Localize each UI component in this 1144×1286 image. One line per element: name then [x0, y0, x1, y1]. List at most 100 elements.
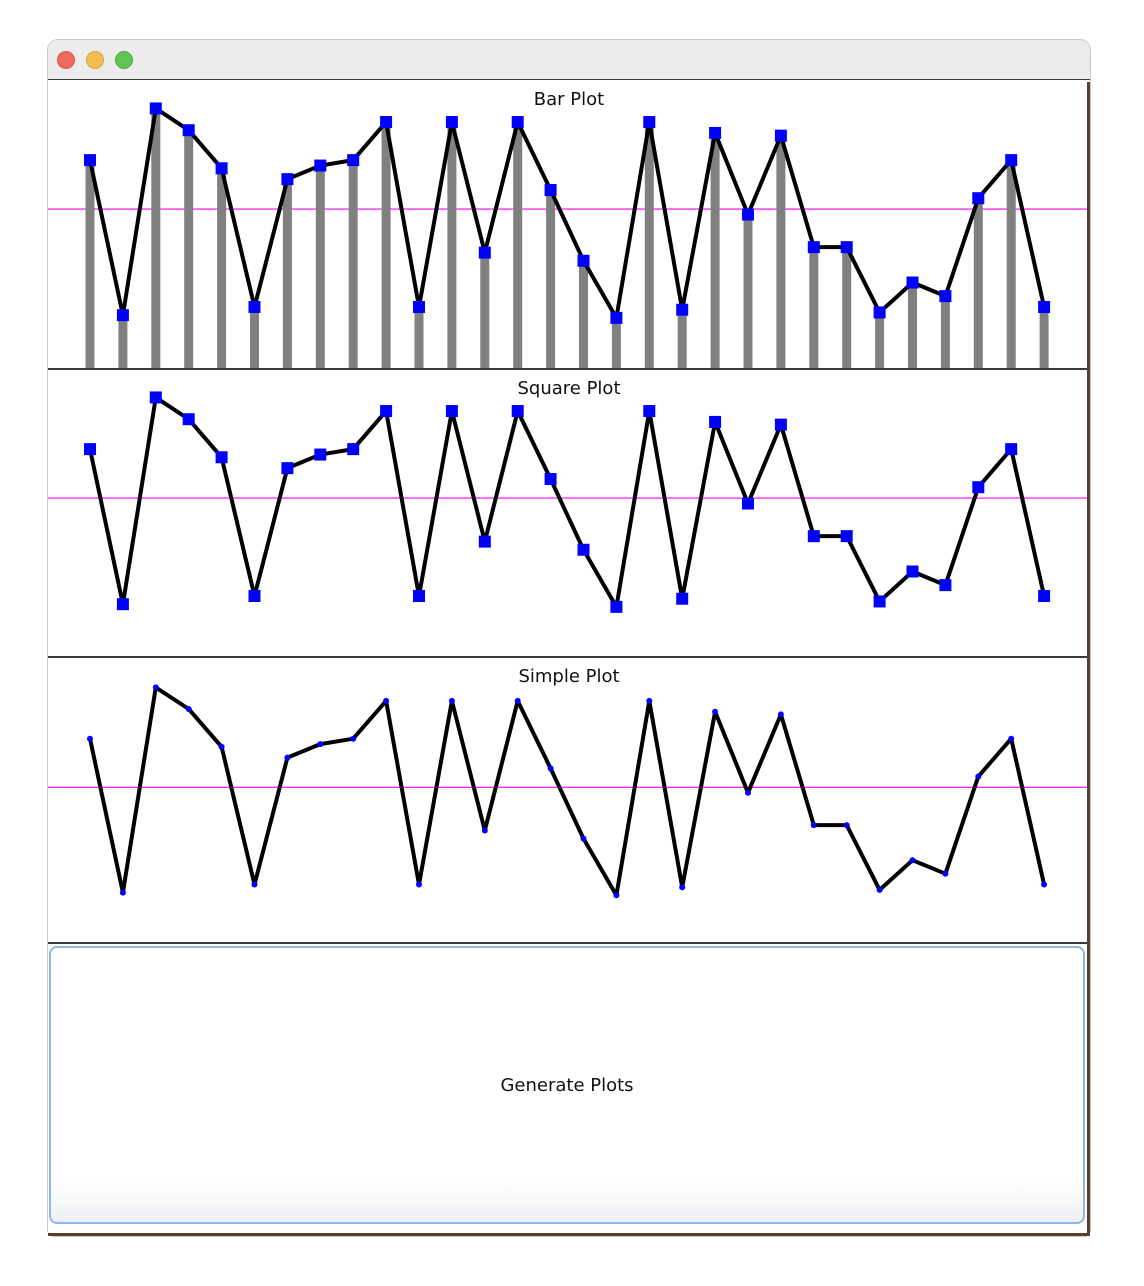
data-point-25 — [873, 306, 886, 319]
bar-10 — [381, 122, 391, 368]
data-point-18 — [646, 697, 653, 704]
data-point-20 — [712, 708, 719, 715]
data-point-21 — [742, 497, 754, 510]
data-point-11 — [413, 590, 425, 602]
data-point-27 — [939, 579, 952, 592]
window-shadow-right — [1087, 82, 1090, 1236]
data-point-25 — [876, 886, 883, 893]
data-point-6 — [251, 881, 258, 888]
bar-13 — [480, 252, 490, 368]
zoom-button[interactable] — [115, 51, 133, 69]
data-point-20 — [709, 415, 722, 428]
bar-5 — [217, 168, 227, 368]
data-point-27 — [939, 290, 952, 303]
bar-25 — [875, 312, 885, 368]
data-point-5 — [218, 743, 225, 750]
series-line — [88, 106, 1047, 320]
data-point-22 — [777, 711, 784, 718]
data-point-6 — [248, 301, 261, 313]
data-point-17 — [613, 892, 620, 899]
data-point-2 — [116, 309, 129, 322]
data-point-21 — [745, 789, 751, 796]
bar-24 — [842, 247, 852, 368]
data-point-9 — [347, 443, 360, 456]
data-point-5 — [215, 162, 228, 175]
data-point-24 — [843, 822, 850, 829]
title-bar[interactable] — [48, 40, 1090, 80]
data-point-27 — [942, 870, 949, 877]
close-button[interactable] — [57, 51, 75, 69]
data-point-4 — [182, 124, 195, 137]
data-point-5 — [215, 451, 228, 464]
data-point-9 — [347, 154, 360, 167]
bar-29 — [1006, 160, 1016, 368]
data-point-8 — [314, 159, 327, 172]
data-point-17 — [610, 311, 623, 324]
app-window: Bar Plot Square Plot Simple Plot Generat… — [48, 40, 1090, 1236]
data-point-24 — [840, 530, 853, 543]
bar-plot-canvas — [48, 102, 1090, 368]
bar-12 — [447, 122, 457, 368]
data-point-4 — [182, 413, 195, 426]
data-point-14 — [511, 405, 524, 418]
data-point-18 — [643, 405, 656, 418]
data-point-1 — [84, 154, 96, 167]
data-point-7 — [281, 462, 294, 475]
bar-23 — [809, 247, 819, 368]
data-point-6 — [248, 590, 261, 602]
data-point-19 — [676, 303, 689, 316]
bar-22 — [776, 135, 786, 368]
data-point-22 — [774, 129, 787, 142]
bar-21 — [743, 214, 753, 368]
data-point-25 — [873, 595, 886, 608]
bar-6 — [250, 307, 259, 368]
bar-plot-title: Bar Plot — [533, 89, 605, 110]
data-point-13 — [478, 535, 491, 548]
data-point-14 — [514, 697, 521, 704]
data-point-15 — [544, 184, 557, 197]
data-point-24 — [840, 241, 853, 254]
data-point-29 — [1005, 443, 1018, 456]
simple-plot-canvas — [48, 684, 1090, 899]
data-point-1 — [84, 443, 96, 456]
data-point-30 — [1038, 590, 1051, 602]
data-point-10 — [380, 405, 393, 418]
data-point-16 — [580, 835, 587, 842]
data-point-8 — [314, 448, 327, 461]
data-point-28 — [972, 192, 985, 205]
data-point-7 — [281, 173, 294, 186]
data-point-11 — [413, 301, 425, 313]
bar-1 — [85, 160, 95, 368]
simple-plot-panel: Simple Plot — [48, 658, 1090, 944]
data-point-12 — [445, 116, 458, 129]
data-point-30 — [1041, 881, 1048, 888]
bar-30 — [1039, 307, 1049, 368]
bar-20 — [710, 132, 720, 368]
data-point-2 — [116, 598, 129, 611]
data-point-10 — [383, 697, 390, 704]
bar-3 — [151, 108, 161, 368]
data-point-19 — [679, 884, 686, 891]
data-point-9 — [350, 735, 357, 742]
data-point-23 — [807, 241, 820, 254]
series-line — [88, 685, 1047, 898]
series-line — [88, 395, 1047, 609]
data-point-7 — [284, 754, 291, 761]
bar-27 — [940, 296, 950, 368]
bar-19 — [677, 309, 687, 368]
data-point-29 — [1005, 154, 1018, 167]
data-point-13 — [478, 246, 491, 259]
data-point-16 — [577, 543, 590, 556]
bar-plot-panel: Bar Plot — [48, 81, 1090, 370]
data-point-10 — [380, 116, 393, 129]
data-point-12 — [445, 405, 458, 418]
generate-plots-label: Generate Plots — [500, 1074, 634, 1096]
data-point-22 — [774, 418, 787, 431]
data-point-17 — [610, 600, 623, 613]
data-point-2 — [119, 889, 126, 896]
data-point-8 — [317, 741, 324, 748]
data-point-23 — [810, 822, 817, 829]
data-point-3 — [152, 684, 159, 691]
generate-plots-button[interactable]: Generate Plots — [49, 946, 1085, 1224]
minimize-button[interactable] — [86, 51, 104, 69]
